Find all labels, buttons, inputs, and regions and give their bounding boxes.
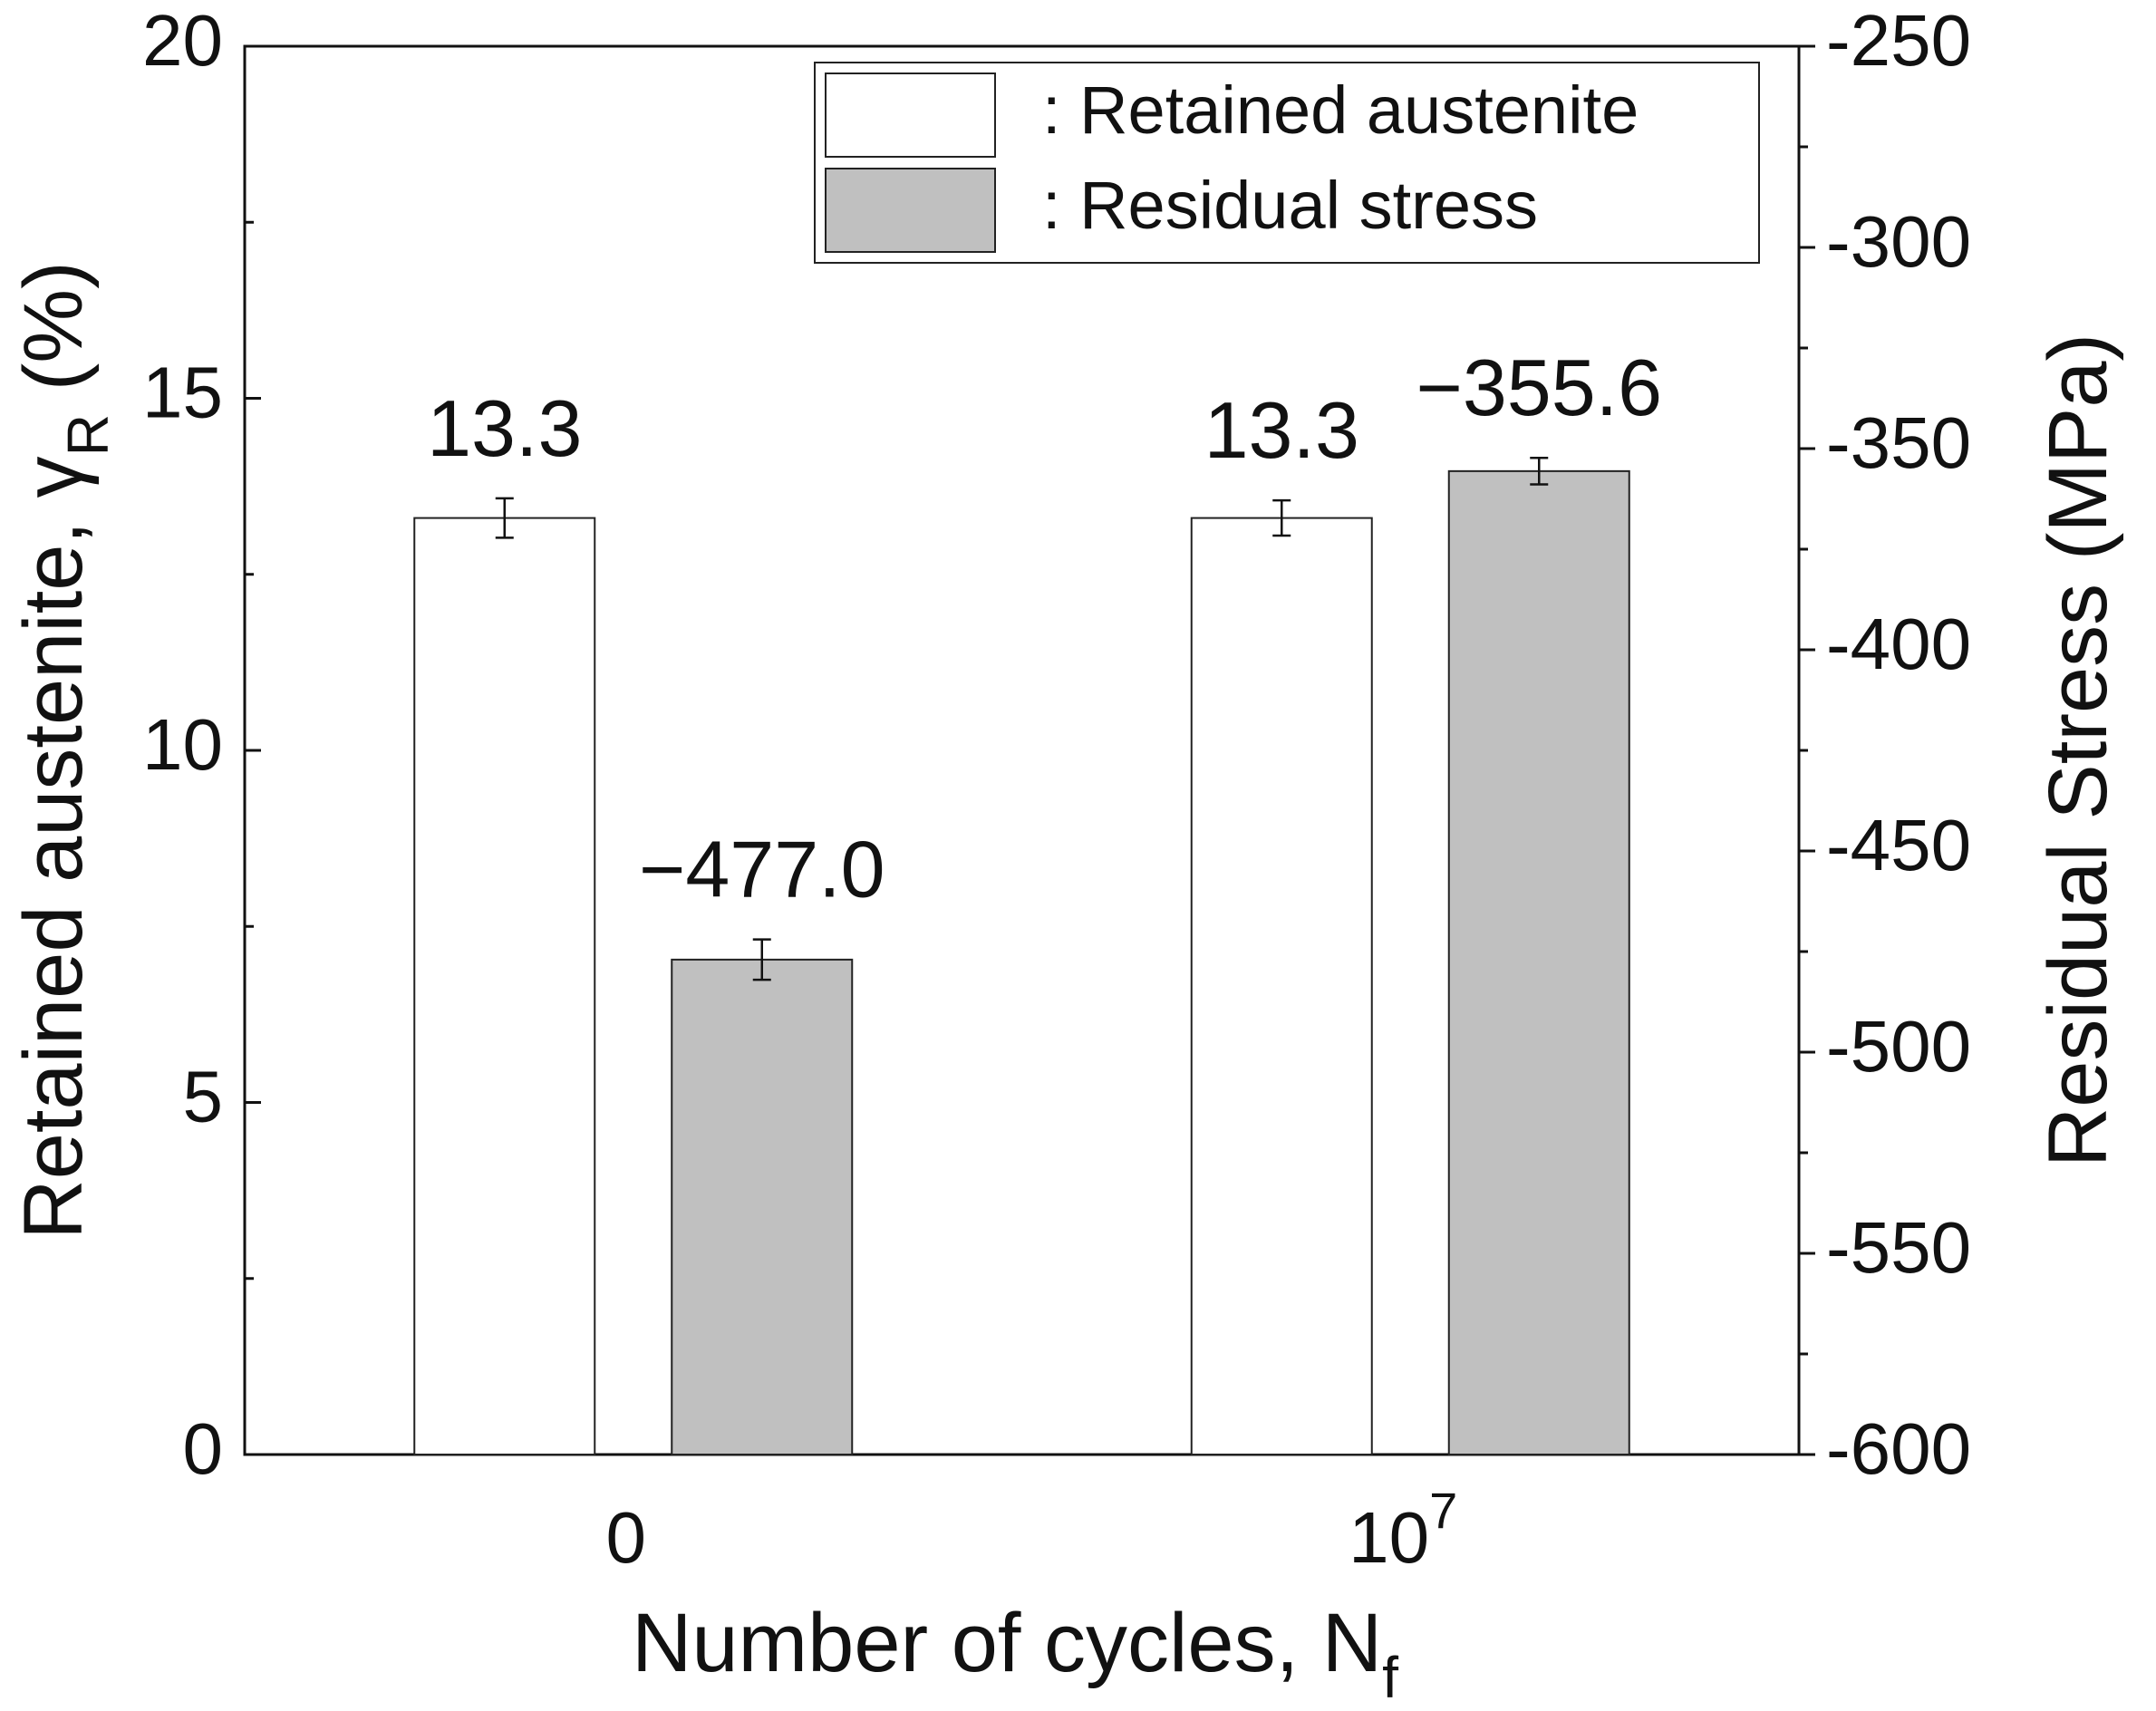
y-tick-label: 20 bbox=[142, 0, 223, 81]
error-bar bbox=[1530, 456, 1549, 486]
value-label: −477.0 bbox=[639, 825, 885, 914]
x-tick-label: 0 bbox=[606, 1497, 647, 1578]
y2-tick-label: -300 bbox=[1826, 201, 1971, 282]
legend-swatch bbox=[825, 72, 996, 158]
error-bar bbox=[1272, 498, 1291, 537]
y2-tick-label: -250 bbox=[1826, 0, 1971, 81]
y2-tick-label: -450 bbox=[1826, 805, 1971, 885]
x-axis-label: Number of cycles, Nf bbox=[632, 1597, 1398, 1710]
error-bar bbox=[752, 938, 771, 981]
bar bbox=[671, 958, 854, 1455]
value-label: −355.6 bbox=[1416, 343, 1662, 432]
legend-label: : Retained austenite bbox=[1042, 72, 1639, 148]
y2-tick-label: -500 bbox=[1826, 1006, 1971, 1087]
y-tick-label: 10 bbox=[142, 704, 223, 785]
y-tick-label: 0 bbox=[183, 1408, 224, 1489]
error-bar bbox=[495, 497, 514, 539]
x-tick-label: 107 bbox=[1349, 1482, 1457, 1578]
y2-axis-label: Residual Stress (MPa) bbox=[2032, 334, 2124, 1167]
y2-tick-label: -600 bbox=[1826, 1408, 1971, 1489]
y2-tick-label: -400 bbox=[1826, 604, 1971, 684]
bar bbox=[1447, 469, 1630, 1455]
legend-label: : Residual stress bbox=[1042, 168, 1538, 243]
bar bbox=[413, 517, 596, 1456]
y-tick-label: 5 bbox=[183, 1057, 224, 1137]
value-label: 13.3 bbox=[427, 383, 582, 473]
legend-swatch bbox=[825, 168, 996, 253]
value-label: 13.3 bbox=[1204, 385, 1359, 475]
y2-tick-label: -550 bbox=[1826, 1207, 1971, 1288]
y-tick-label: 15 bbox=[142, 353, 223, 433]
y2-tick-label: -350 bbox=[1826, 402, 1971, 483]
bar bbox=[1190, 517, 1373, 1456]
y-axis-label: Retained austenite, γR (%) bbox=[7, 261, 121, 1240]
